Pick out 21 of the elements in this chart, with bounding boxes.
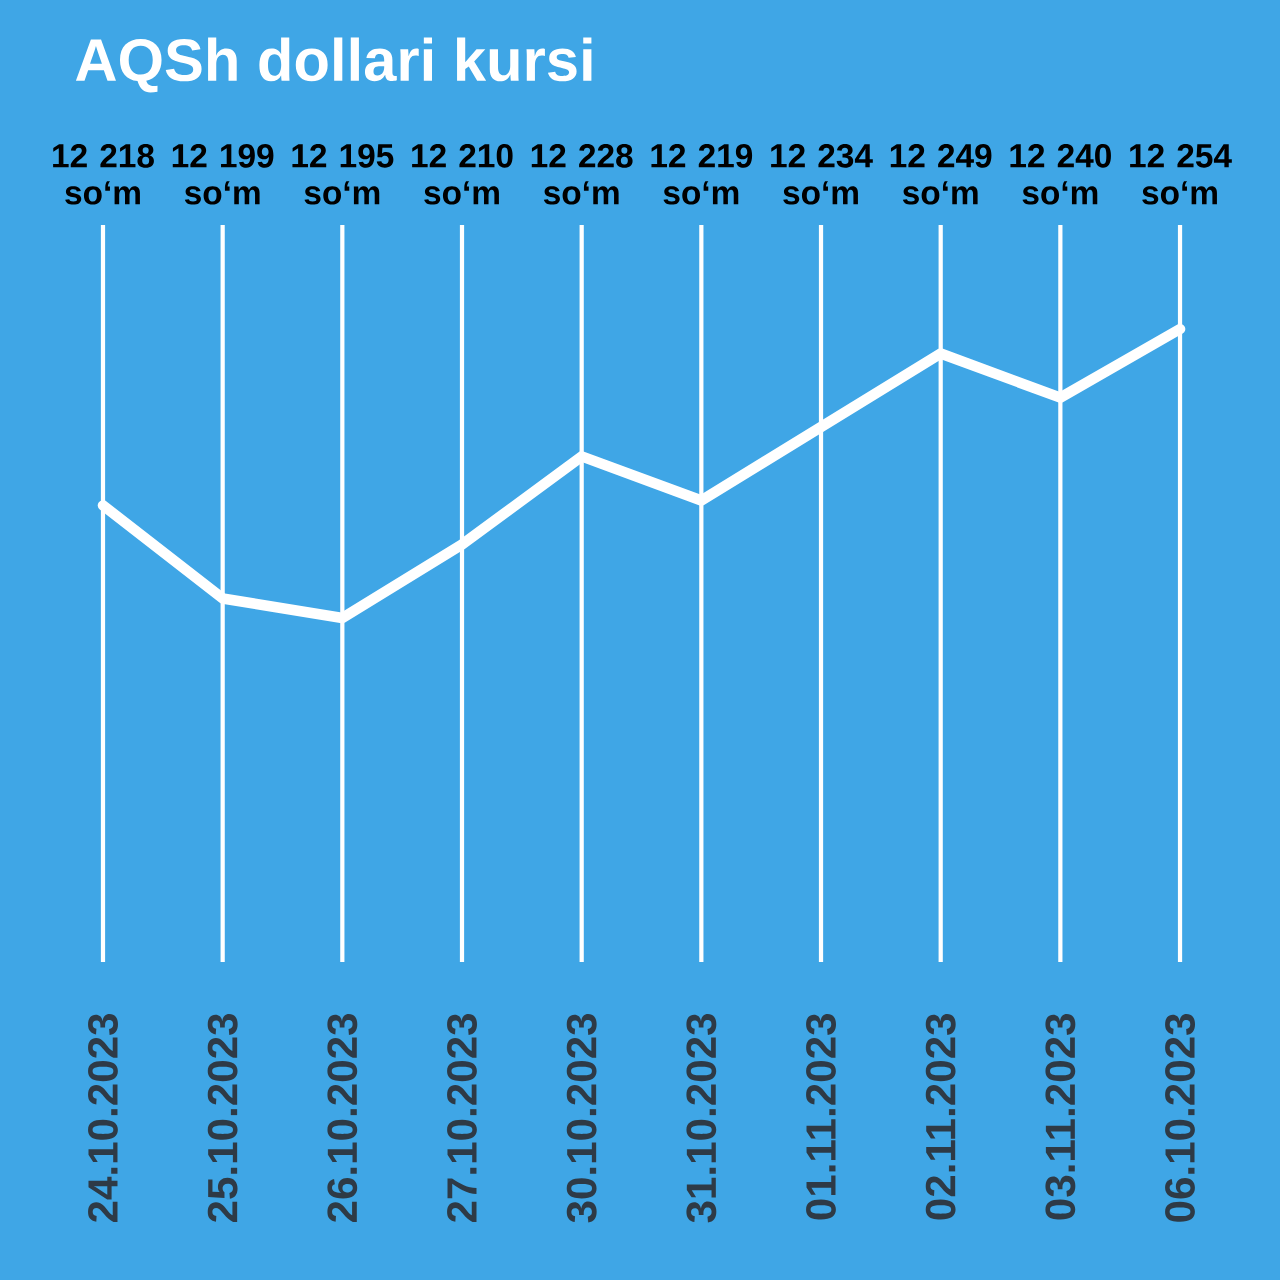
- x-tick-label: 25.10.2023: [207, 1013, 238, 1223]
- data-label: 12 254 so‘m: [1130, 144, 1232, 205]
- x-tick-label: 01.11.2023: [806, 1013, 836, 1220]
- data-label: 12 218 so‘m: [53, 144, 154, 205]
- x-tick-label: 30.10.2023: [566, 1013, 597, 1223]
- x-tick-label: 31.10.2023: [686, 1013, 717, 1223]
- data-label: 12 219 so‘m: [651, 144, 753, 205]
- data-label: 12 199 so‘m: [172, 144, 274, 205]
- data-label: 12 249 so‘m: [890, 144, 992, 205]
- x-tick-label: 02.11.2023: [925, 1013, 956, 1220]
- x-tick-label: 26.10.2023: [327, 1013, 358, 1223]
- data-label: 12 240 so‘m: [1010, 144, 1111, 205]
- data-label: 12 195 so‘m: [292, 144, 394, 205]
- x-tick-label: 03.11.2023: [1045, 1013, 1076, 1220]
- data-label: 12 210 so‘m: [412, 144, 513, 205]
- x-tick-label: 06.10.2023: [1165, 1013, 1196, 1222]
- x-tick-label: 24.10.2023: [88, 1013, 118, 1223]
- data-label: 12 228 so‘m: [531, 144, 633, 205]
- chart-title: AQSh dollari kursi: [75, 37, 592, 93]
- x-tick-label: 27.10.2023: [447, 1013, 477, 1223]
- data-label: 12 234 so‘m: [771, 144, 873, 205]
